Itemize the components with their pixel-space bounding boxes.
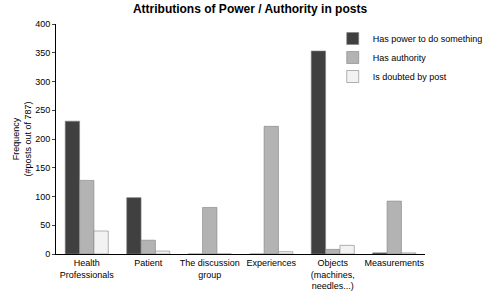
svg-text:HealthProfessionals: HealthProfessionals [60, 258, 115, 280]
svg-text:Experiences: Experiences [246, 258, 296, 268]
svg-text:200: 200 [35, 134, 50, 144]
svg-text:Frequency(#posts out of 787): Frequency(#posts out of 787) [11, 101, 33, 176]
svg-text:Patient: Patient [134, 258, 163, 268]
svg-text:Is doubted by post: Is doubted by post [373, 72, 447, 82]
svg-text:150: 150 [35, 163, 50, 173]
svg-text:Measurements: Measurements [364, 258, 424, 268]
svg-text:Has authority: Has authority [373, 53, 427, 63]
svg-text:0: 0 [45, 249, 50, 259]
svg-text:Attributions of Power / Author: Attributions of Power / Authority in pos… [133, 2, 368, 16]
svg-text:400: 400 [35, 19, 50, 29]
svg-text:Objects(machines,needles...): Objects(machines,needles...) [311, 258, 355, 291]
svg-text:The discussiongroup: The discussiongroup [180, 258, 240, 280]
svg-text:50: 50 [40, 220, 50, 230]
svg-text:100: 100 [35, 192, 50, 202]
svg-text:350: 350 [35, 48, 50, 58]
svg-text:300: 300 [35, 77, 50, 87]
svg-text:Has power to do something: Has power to do something [373, 34, 483, 44]
svg-text:250: 250 [35, 105, 50, 115]
